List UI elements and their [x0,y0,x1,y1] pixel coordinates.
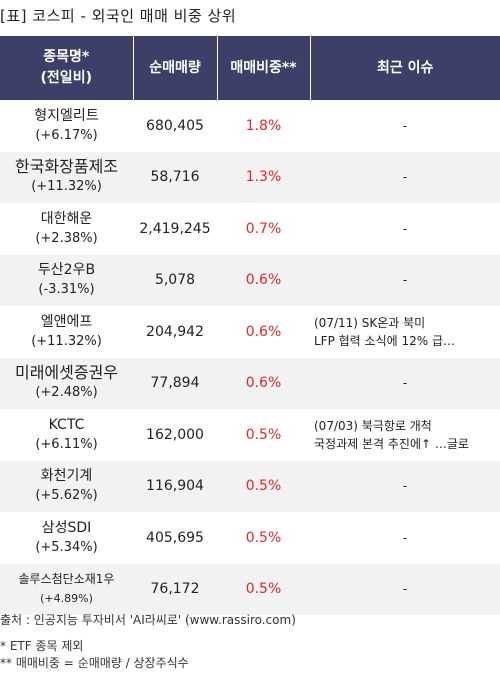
trade-ratio-cell: 0.5% [217,460,310,513]
table-row: 미래에셋증권우 (+2.48%) 77,894 0.6% - [0,357,500,410]
issue-line-1: - [402,376,408,391]
stock-name-cell: 엘앤에프 (+11.32%) [0,306,133,358]
net-volume-cell: 2,419,245 [133,203,217,255]
table-row: 두산2우B (-3.31%) 5,078 0.6% - [0,254,500,307]
stock-name: 솔루스첨단소재1우 [18,572,115,587]
net-volume-cell: 5,078 [133,254,217,307]
table-row: 대한해운 (+2.38%) 2,419,245 0.7% - [0,203,500,255]
stock-name: 한국화장품제조 [14,157,119,177]
stock-name: 대한해운 [40,210,93,227]
header-stock-name-line1: 종목명* [43,49,90,65]
table-row: 엘앤에프 (+11.32%) 204,942 0.6% (07/11) SK온과 … [0,306,500,358]
stock-name-cell: 화천기계 (+5.62%) [0,460,133,513]
stock-change: (+11.32%) [31,179,102,195]
net-volume-cell: 405,695 [133,512,217,564]
stock-change: (-3.31%) [38,282,95,298]
recent-issue-cell: - [310,512,500,564]
net-volume-cell: 77,894 [133,357,217,410]
stock-name: 화천기계 [40,468,93,485]
stock-name: 미래에셋증권우 [14,363,119,383]
table-header-row: 종목명* (전일비) 순매매량 매매비중** 최근 이슈 [0,36,500,100]
stock-change: (+4.89%) [40,592,93,606]
stock-change: (+2.48%) [35,385,98,401]
header-stock-name: 종목명* (전일비) [0,36,134,100]
trade-ratio-cell: 0.7% [217,203,310,255]
net-volume-cell: 162,000 [133,409,217,461]
stock-change: (+5.62%) [35,488,98,504]
issue-line-1: - [402,273,408,288]
trade-ratio-cell: 0.5% [217,409,310,461]
issue-line-1: - [402,170,408,185]
stock-name: KCTC [48,416,85,433]
recent-issue-cell: - [310,254,500,307]
stock-name-cell: 삼성SDI (+5.34%) [0,512,133,564]
stock-change: (+2.38%) [35,230,98,246]
issue-line-1: (07/11) SK온과 북미 [314,315,426,330]
trade-ratio-cell: 0.5% [217,563,310,616]
footnote-ratio: ** 매매비중 = 순매매량 / 상장주식수 [0,656,189,670]
source-note: 출처 : 인공지능 투자비서 'AI라씨로' (www.rassiro.com) [0,613,296,627]
stock-name-cell: KCTC (+6.11%) [0,409,133,461]
header-recent-issue: 최근 이슈 [310,36,500,100]
recent-issue-cell: - [310,563,500,616]
header-trade-ratio: 매매비중** [217,36,311,100]
stock-name-cell: 형지엘리트 (+6.17%) [0,100,133,152]
trade-ratio-cell: 0.6% [217,254,310,307]
stock-name: 두산2우B [37,262,96,279]
stock-change: (+6.17%) [35,127,98,143]
table-row: KCTC (+6.11%) 162,000 0.5% (07/03) 북극항로 개… [0,409,500,461]
issue-line-1: - [402,118,408,133]
footnote-etf: * ETF 종목 제외 [0,639,84,653]
foreign-trading-table: 종목명* (전일비) 순매매량 매매비중** 최근 이슈 형지엘리트 (+6.17… [0,36,500,616]
header-net-volume: 순매매량 [133,36,218,100]
table-row: 솔루스첨단소재1우 (+4.89%) 76,172 0.5% - [0,563,500,616]
net-volume-cell: 58,716 [133,151,217,204]
recent-issue-cell: (07/11) SK온과 북미 LFP 협력 소식에 12% 급… [310,306,500,358]
recent-issue-cell: - [310,357,500,410]
issue-line-1: - [402,479,408,494]
stock-name: 형지엘리트 [34,107,99,124]
table-row: 한국화장품제조 (+11.32%) 58,716 1.3% - [0,151,500,204]
issue-line-2: LFP 협력 소식에 12% 급… [314,333,455,348]
stock-name: 엘앤에프 [40,313,93,330]
page-title: [표] 코스피 - 외국인 매매 비중 상위 [0,7,237,25]
issue-line-1: - [402,530,408,545]
issue-line-2: 국정과제 본격 추진에↑ …글로 [314,436,469,451]
net-volume-cell: 204,942 [133,306,217,358]
net-volume-cell: 116,904 [133,460,217,513]
recent-issue-cell: - [310,100,500,152]
table-row: 삼성SDI (+5.34%) 405,695 0.5% - [0,512,500,564]
stock-name-cell: 한국화장품제조 (+11.32%) [0,151,133,204]
net-volume-cell: 76,172 [133,563,217,616]
header-stock-name-line2: (전일비) [40,70,92,86]
stock-change: (+11.32%) [31,333,102,349]
stock-name: 삼성SDI [41,519,92,536]
trade-ratio-cell: 0.6% [217,306,310,358]
trade-ratio-cell: 0.5% [217,512,310,564]
table-row: 형지엘리트 (+6.17%) 680,405 1.8% - [0,100,500,152]
stock-change: (+5.34%) [35,539,98,555]
net-volume-cell: 680,405 [133,100,217,152]
trade-ratio-cell: 1.3% [217,151,310,204]
issue-line-1: - [402,221,408,236]
stock-change: (+6.11%) [35,436,98,452]
trade-ratio-cell: 0.6% [217,357,310,410]
issue-line-1: (07/03) 북극항로 개척 [314,418,432,433]
trade-ratio-cell: 1.8% [217,100,310,152]
issue-line-1: - [402,582,408,597]
stock-name-cell: 대한해운 (+2.38%) [0,203,133,255]
recent-issue-cell: - [310,151,500,204]
stock-name-cell: 두산2우B (-3.31%) [0,254,133,307]
stock-name-cell: 솔루스첨단소재1우 (+4.89%) [0,563,133,616]
recent-issue-cell: - [310,203,500,255]
stock-name-cell: 미래에셋증권우 (+2.48%) [0,357,133,410]
recent-issue-cell: - [310,460,500,513]
table-row: 화천기계 (+5.62%) 116,904 0.5% - [0,460,500,513]
